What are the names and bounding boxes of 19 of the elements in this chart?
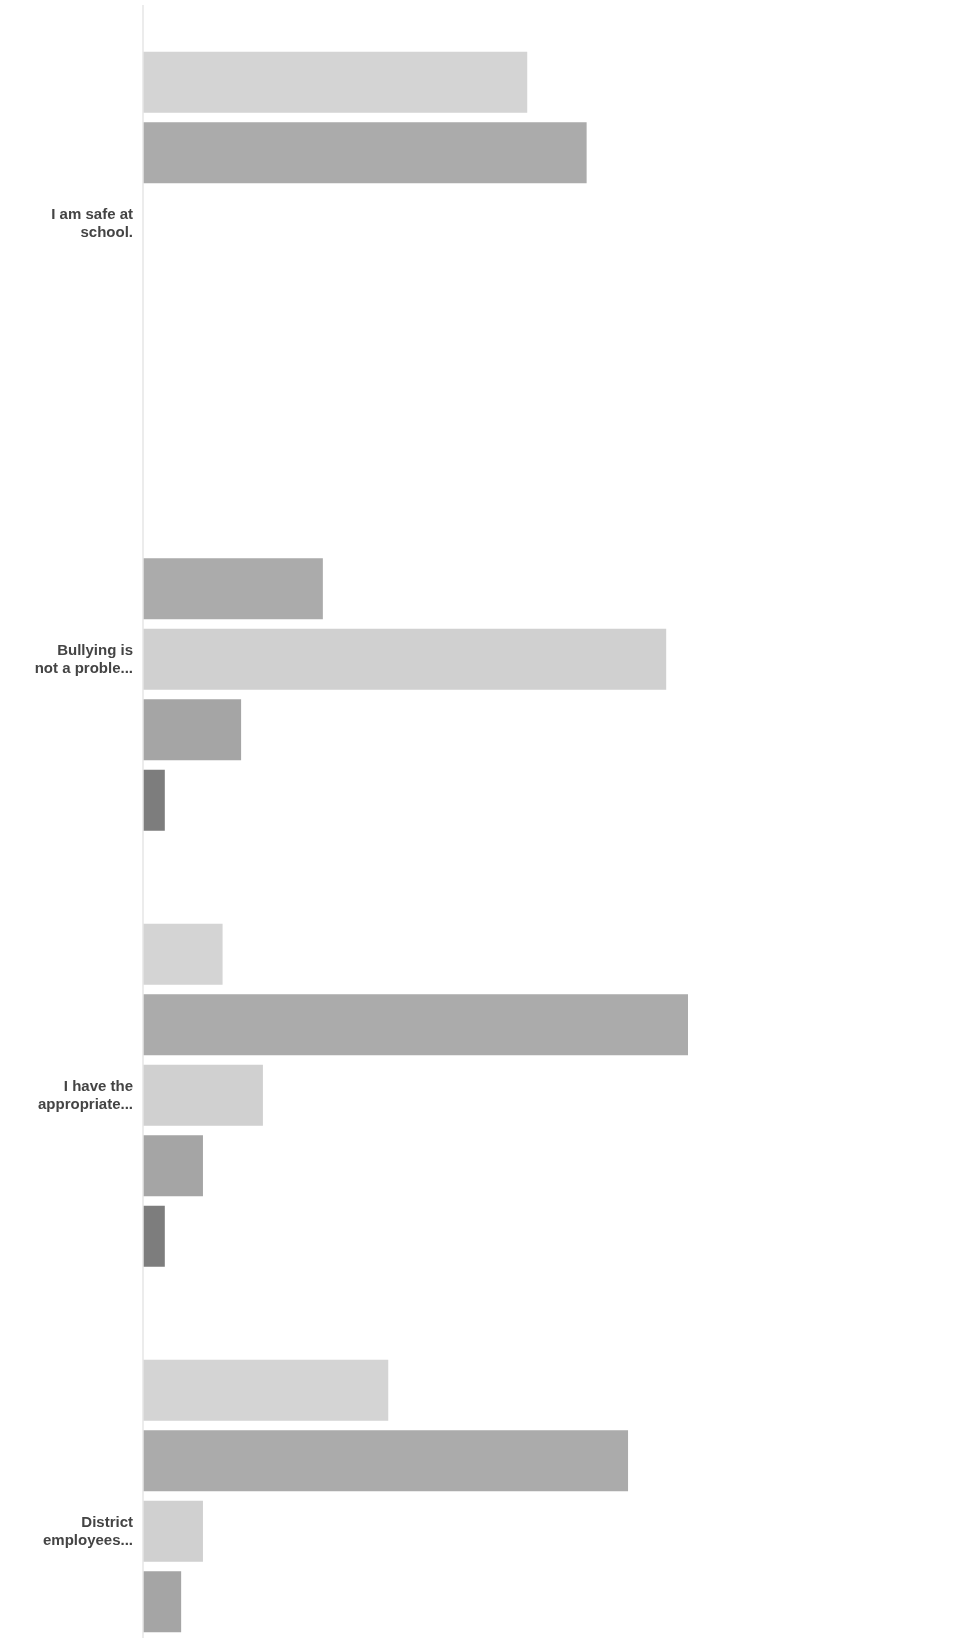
bar [143, 628, 667, 690]
bar [143, 1359, 389, 1421]
y-tick-label: District employees... [42, 1513, 133, 1549]
bar [143, 1430, 629, 1492]
bar [143, 51, 528, 113]
bar [143, 769, 165, 831]
bar [143, 1500, 203, 1562]
bar [143, 122, 587, 184]
bar [143, 1064, 263, 1126]
bar [143, 1571, 182, 1633]
bar [143, 699, 242, 761]
y-tick-label: Bullying is not a proble... [34, 641, 133, 677]
bar [143, 994, 688, 1056]
bar [143, 923, 223, 985]
bar [143, 1205, 165, 1267]
y-tick-label: I am safe at school. [51, 205, 133, 241]
y-tick-label: I have the appropriate... [37, 1077, 133, 1113]
bar [143, 558, 323, 620]
bar [143, 1135, 203, 1197]
